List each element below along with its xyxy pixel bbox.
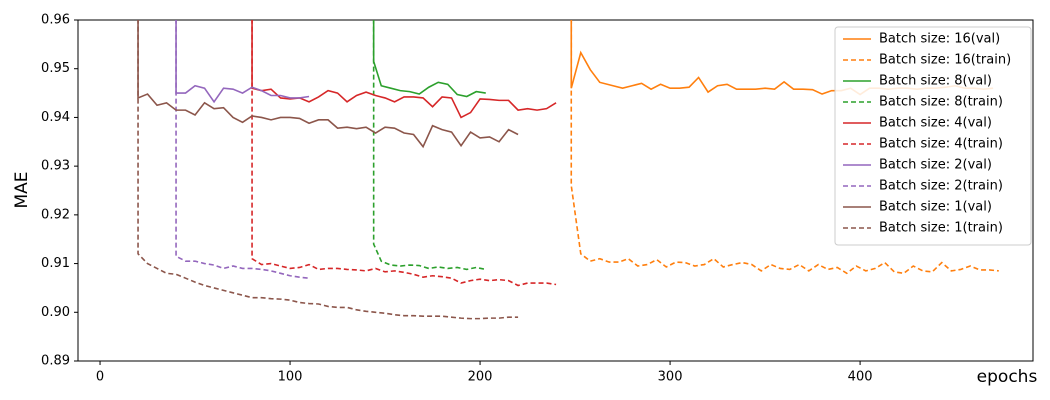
x-axis-title: epochs [977, 367, 1038, 387]
y-tick-label: 0.90 [41, 305, 70, 320]
y-tick-label: 0.94 [41, 110, 70, 125]
series-line [175, 20, 310, 279]
x-tick-label: 0 [96, 370, 104, 385]
series-line [137, 20, 519, 149]
series-line [570, 20, 999, 275]
legend-label: Batch size: 1(val) [879, 200, 992, 215]
legend-label: Batch size: 8(train) [879, 95, 1003, 110]
series-line [251, 20, 557, 287]
y-tick-label: 0.95 [41, 61, 70, 76]
series-line [175, 20, 310, 104]
legend-label: Batch size: 1(train) [879, 221, 1003, 236]
x-tick-label: 200 [468, 370, 493, 385]
plot-frame [77, 19, 1034, 362]
y-tick-label: 0.96 [41, 13, 70, 28]
legend-label: Batch size: 16(train) [879, 53, 1011, 68]
y-tick-label: 0.91 [41, 256, 70, 271]
legend-label: Batch size: 4(val) [879, 116, 992, 131]
x-tick-label: 300 [658, 370, 683, 385]
y-tick-label: 0.89 [41, 354, 70, 369]
legend-box [834, 26, 1032, 246]
legend-label: Batch size: 2(val) [879, 158, 992, 173]
legend-label: Batch size: 8(val) [879, 74, 992, 89]
y-tick-label: 0.93 [41, 159, 70, 174]
y-tick-label: 0.92 [41, 207, 70, 222]
y-axis-title: MAE [12, 171, 32, 208]
x-tick-label: 400 [848, 370, 873, 385]
series-line [372, 20, 486, 271]
legend-label: Batch size: 16(val) [879, 32, 1000, 47]
series-line [251, 20, 557, 119]
legend-label: Batch size: 2(train) [879, 179, 1003, 194]
series-line [372, 20, 486, 98]
series-line [137, 20, 519, 320]
legend-label: Batch size: 4(train) [879, 137, 1003, 152]
plot-lines [137, 20, 999, 320]
x-tick-label: 100 [278, 370, 303, 385]
